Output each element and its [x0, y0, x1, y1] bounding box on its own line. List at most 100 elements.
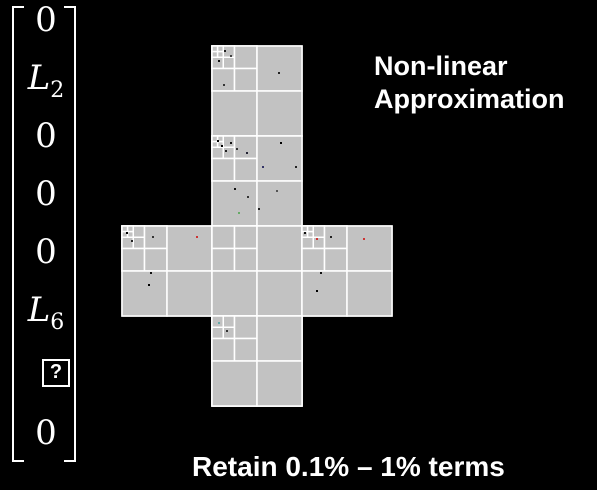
face-top-tl-q0-q0-q3	[216, 50, 224, 58]
face-right-tl-q0-q2	[301, 236, 314, 250]
coefficient-dot-21	[152, 236, 154, 238]
face-top-tl-q0-q2	[211, 56, 224, 70]
vector-entry-1: L2	[27, 58, 65, 103]
coefficient-dot-7	[225, 150, 227, 152]
coefficient-dot-27	[330, 236, 332, 238]
face-right-tl-q1	[323, 225, 348, 250]
face-center-tl-q2	[211, 247, 236, 272]
face-back-bl	[211, 360, 258, 407]
coefficient-dot-10	[246, 152, 248, 154]
face-left-br	[166, 270, 213, 317]
coefficient-dot-17	[238, 212, 240, 214]
face-right-tl-q2	[301, 247, 326, 272]
face-center-tr	[256, 225, 303, 272]
face-left-tl-q0-q3	[132, 236, 146, 250]
face-back-tl-q0-q1	[222, 315, 236, 328]
face-front-tl-q0-q1	[222, 135, 236, 148]
face-left-tl-q1	[143, 225, 168, 250]
face-back-tl-q1	[233, 315, 258, 340]
vector-entry-4: 0	[35, 232, 57, 272]
title-line-2: Approximation	[374, 84, 565, 114]
coefficient-dot-15	[247, 196, 249, 198]
coefficient-dot-32	[226, 330, 228, 332]
face-left-tl-q0-q2	[121, 236, 134, 250]
face-front-tl-q0-q3	[222, 146, 236, 160]
face-center-bl	[211, 270, 258, 317]
face-front-tl-q0-q2	[211, 146, 224, 160]
face-back-tl-q2	[211, 337, 236, 362]
face-top-tr	[256, 45, 303, 92]
coefficient-dot-4	[278, 72, 280, 74]
coefficient-dot-11	[262, 166, 264, 168]
title: Non-linear Approximation	[374, 50, 565, 116]
face-front-tr	[256, 135, 303, 182]
face-right-tl-q0-q3	[312, 236, 326, 250]
vector-entry-3: 0	[35, 174, 57, 214]
face-left-tl-q0-q0-q3	[126, 230, 134, 238]
coefficient-dot-31	[218, 322, 220, 324]
face-top-tl-q0-q0-q0	[211, 45, 219, 53]
face-top-tl-q0-q3	[222, 56, 236, 70]
coefficient-dot-12	[280, 142, 282, 144]
face-top-tl-q0-q0-q1	[216, 45, 224, 53]
face-back-tr	[256, 315, 303, 362]
face-left-tl-q3	[143, 247, 168, 272]
face-center-br	[256, 270, 303, 317]
face-top-bl	[211, 90, 258, 137]
face-center-tl-q1	[233, 225, 258, 250]
title-line-1: Non-linear	[374, 51, 508, 81]
face-left-tl-q0-q0-q0	[121, 225, 129, 233]
face-top-br	[256, 90, 303, 137]
face-top-tl-q1	[233, 45, 258, 70]
coefficient-dot-1	[230, 55, 232, 57]
face-front-br	[256, 180, 303, 227]
coefficient-dot-30	[316, 290, 318, 292]
vector-entry-7: 0	[35, 413, 57, 453]
coefficient-dot-16	[276, 190, 278, 192]
coefficient-dot-22	[196, 236, 198, 238]
coefficient-dot-23	[150, 272, 152, 274]
coefficient-dot-5	[217, 140, 219, 142]
coefficient-dot-18	[258, 208, 260, 210]
face-back-br	[256, 360, 303, 407]
left-bracket	[12, 6, 24, 462]
face-left-tl-q2	[121, 247, 146, 272]
face-left-tl-q0-q0-q1	[126, 225, 134, 233]
face-front-bl	[211, 180, 258, 227]
caption: Retain 0.1% – 1% terms	[192, 451, 505, 482]
coefficient-dot-26	[316, 238, 318, 240]
coefficient-dot-29	[320, 272, 322, 274]
face-front-tl-q0-q0-q0	[211, 135, 219, 143]
coefficient-dot-0	[224, 50, 226, 52]
coefficient-vector: 0 L2 0 0 0 L6 ? 0	[0, 0, 90, 470]
vector-entry-0: 0	[35, 0, 57, 40]
coefficient-dot-14	[234, 188, 236, 190]
face-top-tl-q3	[233, 67, 258, 92]
coefficient-dot-2	[218, 60, 220, 62]
face-top-tl-q0-q0-q2	[211, 50, 219, 58]
vector-entry-5: L6	[27, 290, 65, 335]
face-back-tl-q0-q3	[222, 326, 236, 340]
face-front-tl-q3	[233, 157, 258, 182]
coefficient-dot-25	[304, 232, 306, 234]
face-left-tr	[166, 225, 213, 272]
coefficient-dot-9	[236, 148, 238, 150]
face-center-tl-q0	[211, 225, 236, 250]
face-right-br	[346, 270, 393, 317]
face-right-tl-q0-q1	[312, 225, 326, 238]
face-right-tr	[346, 225, 393, 272]
face-right-tl-q3	[323, 247, 348, 272]
face-right-tl-q0-q0-q3	[306, 230, 314, 238]
vector-entry-2: 0	[35, 116, 57, 156]
coefficient-dot-20	[131, 240, 133, 242]
face-right-tl-q0-q0-q0	[301, 225, 309, 233]
face-front-tl-q0-q0-q2	[211, 140, 219, 148]
face-back-tl-q3	[233, 337, 258, 362]
coefficient-dot-8	[230, 142, 232, 144]
face-front-tl-q1	[233, 135, 258, 160]
coefficient-dot-6	[221, 145, 223, 147]
face-right-tl-q0-q0-q1	[306, 225, 314, 233]
coefficient-dot-13	[295, 166, 297, 168]
